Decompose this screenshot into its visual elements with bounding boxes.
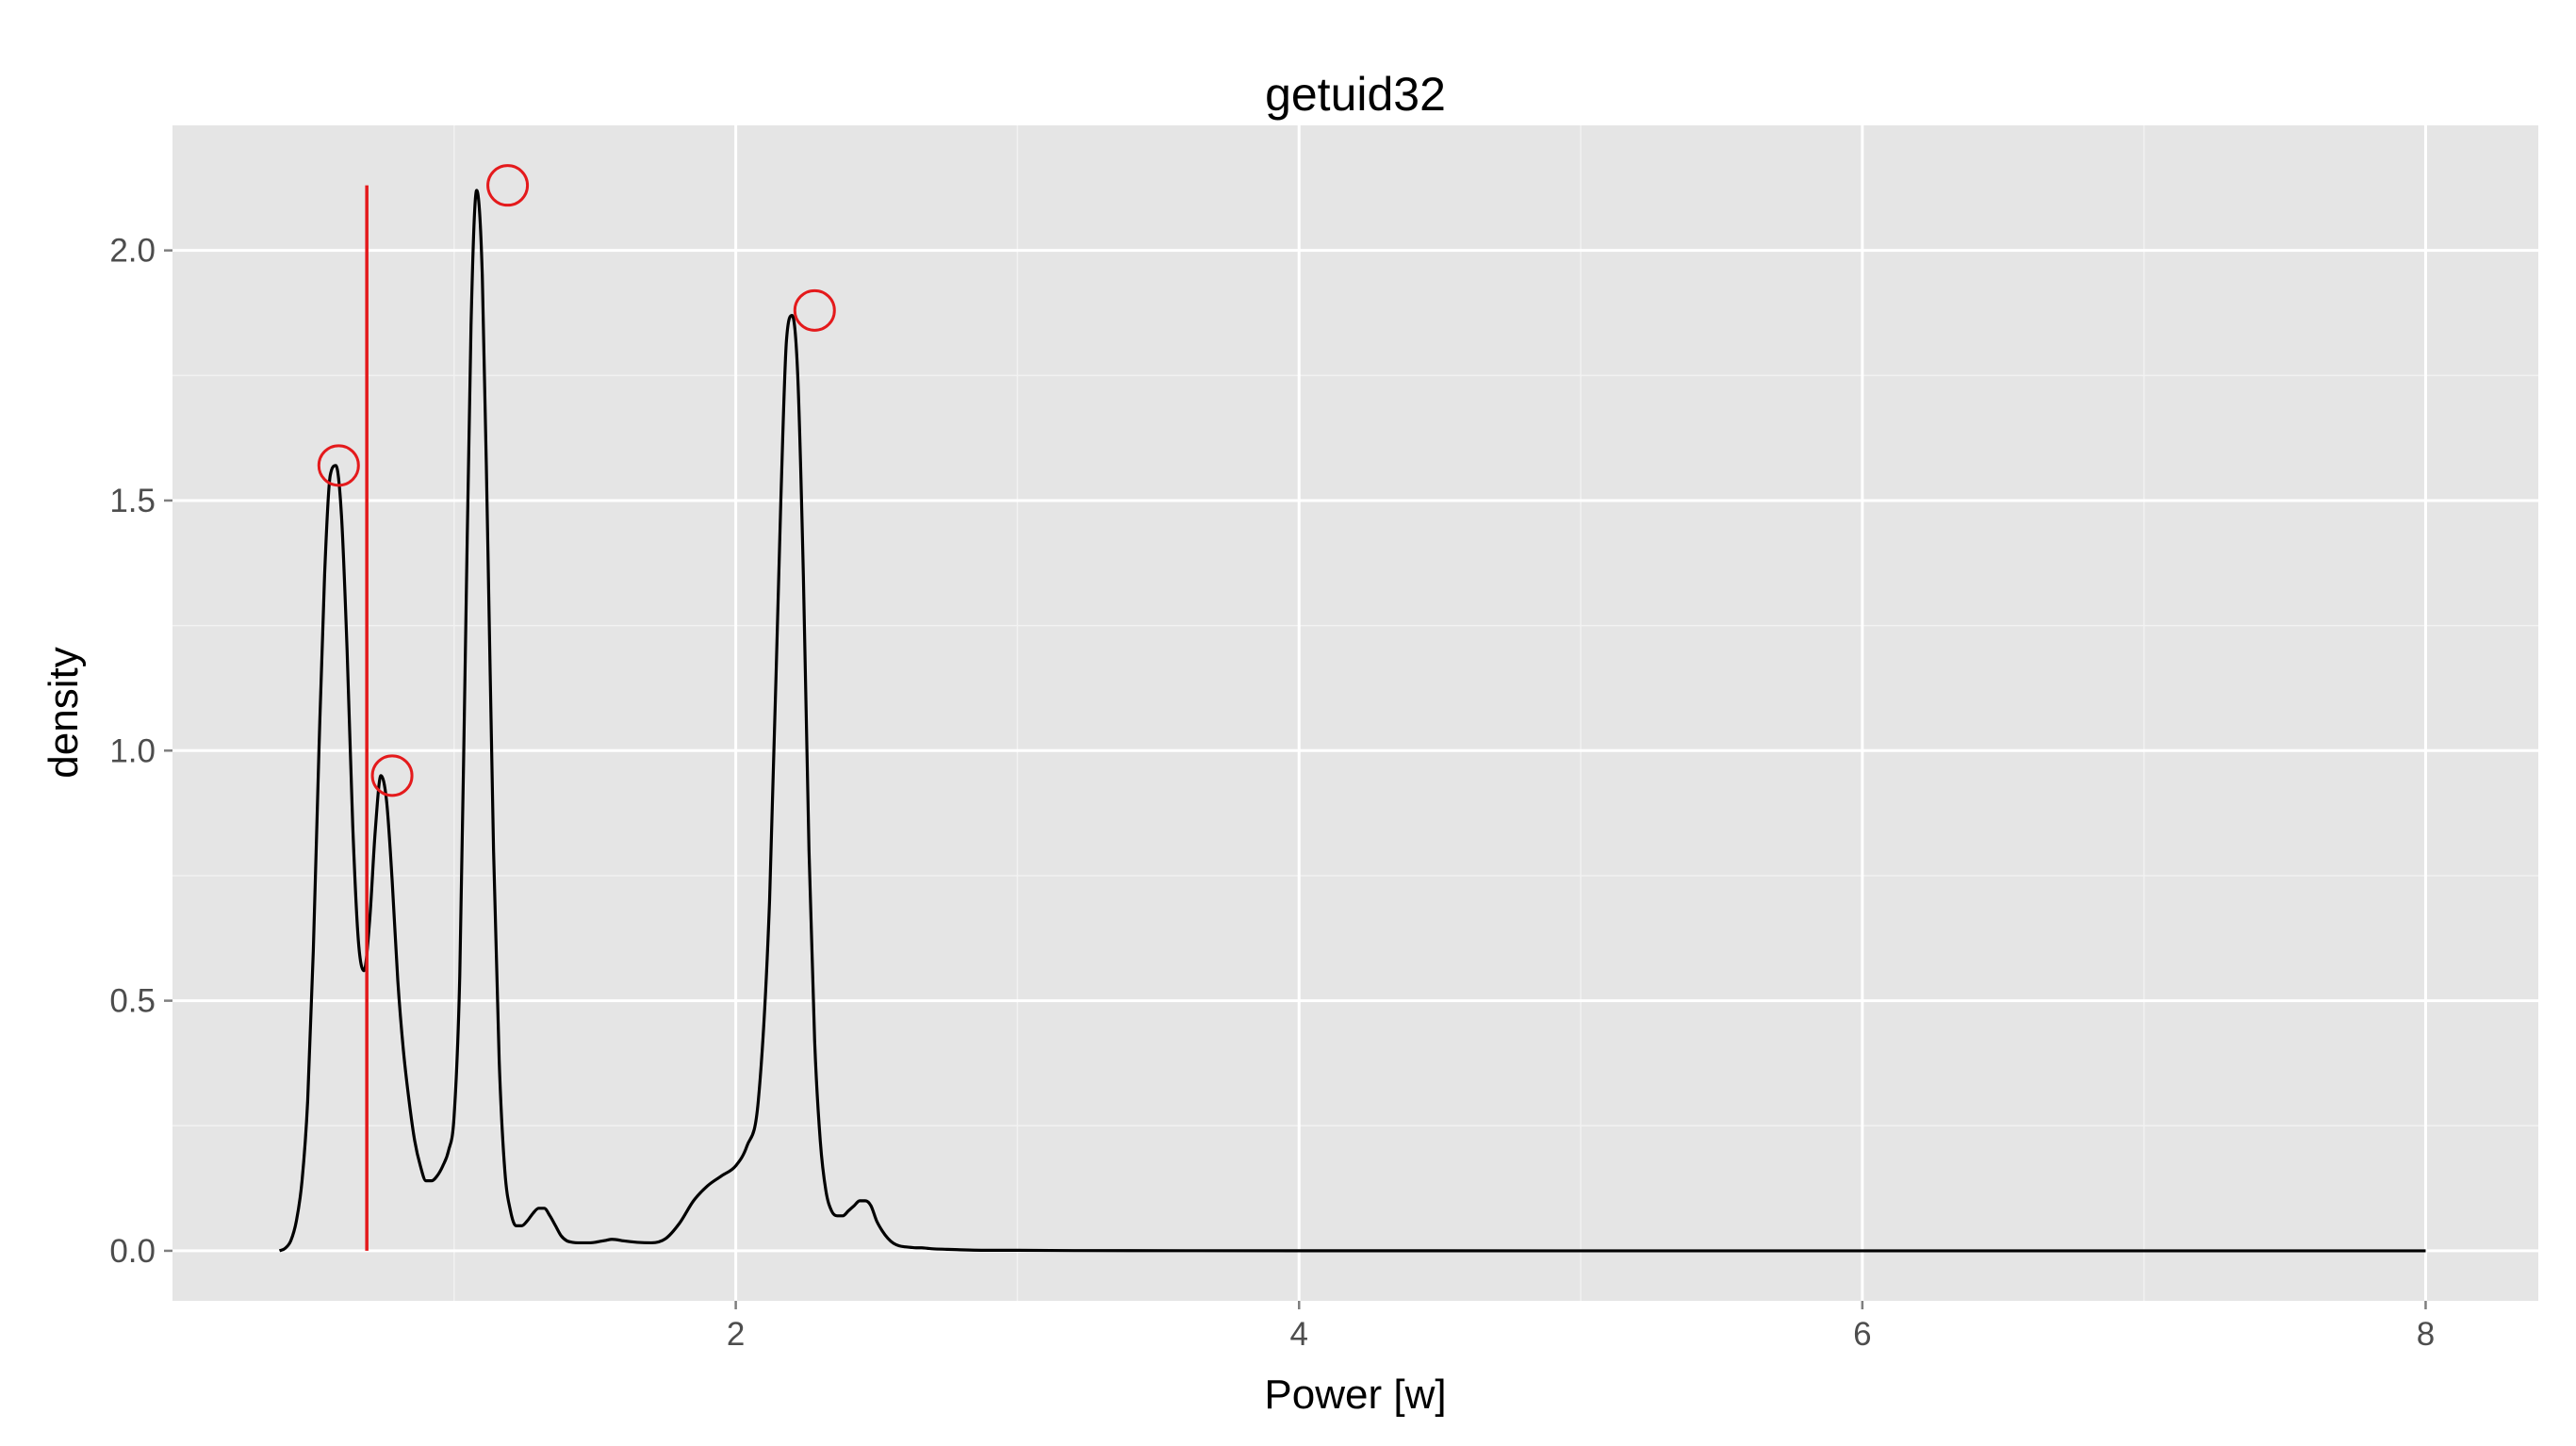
chart-marks [278, 164, 2426, 1253]
y-axis-title: density [41, 647, 87, 778]
y-tick-label: 1.5 [109, 483, 156, 519]
x-tick-label: 2 [727, 1316, 745, 1353]
minor-gridlines [172, 125, 2538, 1301]
y-axis-ticks: 0.0 0.5 1.0 1.5 2.0 [109, 233, 172, 1270]
density-line [278, 189, 2426, 1253]
x-axis-title: Power [w] [1264, 1372, 1446, 1418]
y-tick-label: 1.0 [109, 732, 156, 769]
panel-background [172, 125, 2538, 1301]
peak-marker [793, 288, 836, 332]
y-tick-label: 0.0 [109, 1233, 156, 1270]
x-tick-label: 6 [1853, 1316, 1871, 1353]
y-tick-label: 0.5 [109, 983, 156, 1020]
x-tick-label: 4 [1290, 1316, 1308, 1353]
peak-marker [486, 164, 530, 207]
chart-title: getuid32 [1265, 68, 1446, 121]
peak-marker [370, 754, 414, 797]
x-axis-ticks: 2 4 6 8 [727, 1301, 2435, 1353]
y-tick-label: 2.0 [109, 233, 156, 270]
x-tick-label: 8 [2417, 1316, 2435, 1353]
peak-marker [317, 444, 360, 487]
